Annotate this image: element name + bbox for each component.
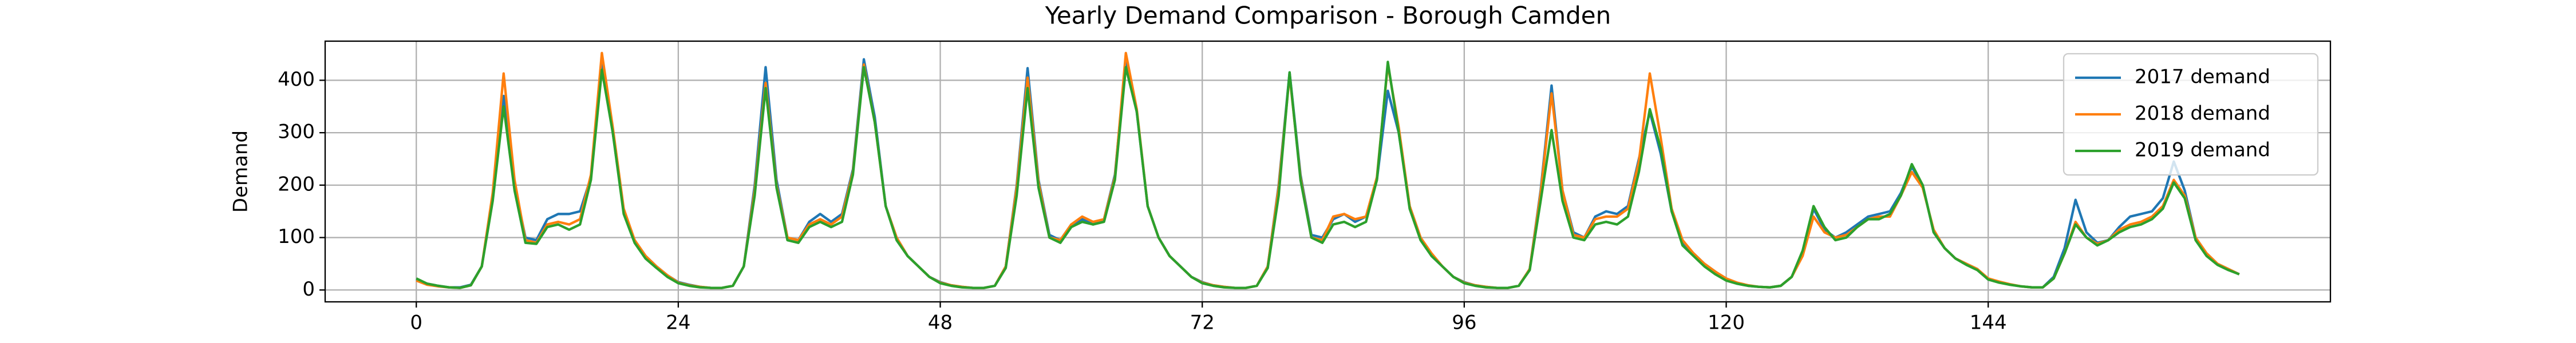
x-tick-label: 72 — [1190, 312, 1215, 334]
y-axis-label: Demand — [230, 130, 252, 213]
series-line — [416, 58, 2240, 289]
legend: 2017 demand 2018 demand 2019 demand — [2063, 53, 2319, 176]
x-tick-label: 96 — [1452, 312, 1476, 334]
series-line — [416, 61, 2240, 289]
chart-title: Yearly Demand Comparison - Borough Camde… — [1045, 2, 1611, 30]
legend-label: 2018 demand — [2135, 102, 2270, 125]
x-tick-label: 24 — [666, 312, 690, 334]
x-tick-label: 48 — [928, 312, 953, 334]
y-tick-label: 0 — [302, 278, 315, 301]
x-tick-label: 0 — [410, 312, 422, 334]
y-tick-label: 400 — [278, 68, 315, 91]
lines — [416, 51, 2240, 289]
grid — [325, 41, 2330, 302]
plot-frame — [324, 40, 2332, 303]
x-tick-label: 120 — [1708, 312, 1745, 334]
y-tick-label: 300 — [278, 121, 315, 143]
legend-box — [2063, 53, 2319, 176]
series-line — [416, 51, 2240, 289]
y-tick-label: 100 — [278, 225, 315, 248]
y-tick-label: 200 — [278, 173, 315, 196]
legend-label: 2019 demand — [2135, 139, 2270, 162]
x-tick-label: 144 — [1970, 312, 2007, 334]
legend-label: 2017 demand — [2135, 66, 2270, 89]
